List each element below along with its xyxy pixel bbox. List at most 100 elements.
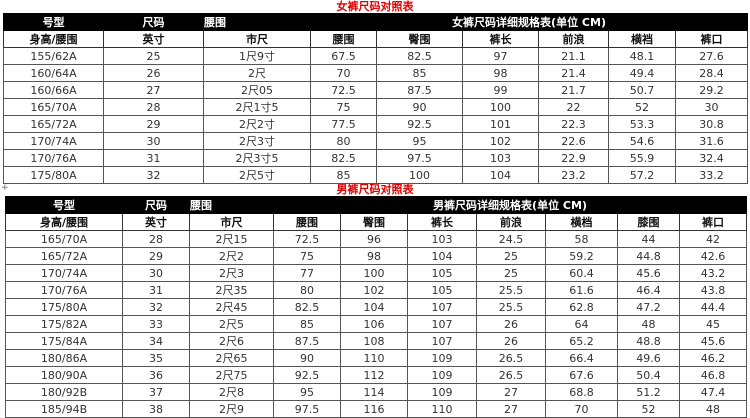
column-header: 横裆	[608, 30, 676, 48]
table-cell: 35	[122, 349, 190, 367]
table-cell: 59.2	[545, 247, 618, 265]
group-header-cell: 腰围	[203, 13, 311, 31]
table-cell: 22.3	[538, 115, 609, 133]
table-cell: 102	[340, 281, 408, 299]
table-cell: 170/74A	[3, 132, 104, 150]
table-cell: 67.5	[310, 47, 377, 65]
table-cell: 38	[122, 400, 190, 418]
table-cell: 110	[340, 349, 408, 367]
table-cell: 30	[103, 132, 204, 150]
table-cell: 92.5	[376, 115, 463, 133]
table-cell: 2尺2	[189, 247, 274, 265]
table-row: 155/62A 25 1尺9寸 67.5 82.5 97 21.1 48.1 27.6	[3, 47, 749, 65]
table-row: 165/72A 29 2尺2寸 77.5 92.5 101 22.3 53.3 30.8	[3, 115, 749, 133]
header-row: 身高/腰围 英寸 市尺 腰围 臀围 裤长 前浪 横裆 裤口	[3, 30, 749, 48]
group-header-cell: 女裤尺码详细规格表(单位 CM)	[309, 13, 749, 31]
table-cell: 29	[103, 115, 204, 133]
table-cell: 80	[310, 132, 377, 150]
table-cell: 22.9	[538, 149, 609, 167]
table-row: 165/70A 28 2尺15 72.5 96 103 24.5 58 44 42	[5, 230, 748, 248]
table-cell: 75	[273, 247, 341, 265]
table-cell: 30	[674, 98, 749, 116]
table-cell: 52	[608, 98, 676, 116]
table-row: 165/72A 29 2尺2 75 98 104 25 59.2 44.8 42.6	[5, 247, 748, 265]
table-cell: 25	[103, 47, 204, 65]
table-cell: 30	[122, 264, 190, 282]
table-cell: 109	[407, 383, 477, 401]
women-size-table: 号型 尺码 腰围 女裤尺码详细规格表(单位 CM) 身高/腰围 英寸 市尺 腰围 臀围 裤长 前浪横…	[3, 13, 749, 184]
column-header: 裤长	[407, 213, 477, 231]
column-header: 市尺	[189, 213, 274, 231]
table-cell: 46.4	[617, 281, 680, 299]
group-header-cell: 尺码	[122, 196, 190, 214]
table-row: 170/76A 31 2尺3寸5 82.5 97.5 103 22.9 55.9 32.4	[3, 149, 749, 167]
table-cell: 27.6	[674, 47, 749, 65]
table-cell: 67.6	[545, 366, 618, 384]
table-cell: 28	[122, 230, 190, 248]
table-row: 170/74A 30 2尺3寸 80 95 102 22.6 54.6 31.6	[3, 132, 749, 150]
table-cell: 53.3	[608, 115, 676, 133]
table-cell: 29.2	[674, 81, 749, 99]
table-cell: 170/74A	[5, 264, 123, 282]
table-cell: 49.6	[617, 349, 680, 367]
table-cell: 43.8	[678, 281, 748, 299]
table-cell: 87.5	[376, 81, 463, 99]
table-cell: 180/86A	[5, 349, 123, 367]
table-cell: 46.8	[678, 366, 748, 384]
column-header: 英寸	[103, 30, 204, 48]
table-cell: 2尺6	[189, 332, 274, 350]
table-cell: 44.8	[617, 247, 680, 265]
table-cell: 104	[407, 247, 477, 265]
table-cell: 2尺9	[189, 400, 274, 418]
table-cell: 2尺8	[189, 383, 274, 401]
table-cell: 165/72A	[3, 115, 104, 133]
table-row: 175/84A 34 2尺6 87.5 108 107 26 65.2 48.8 45.6	[5, 332, 748, 350]
group-header-cell: 腰围	[189, 196, 274, 214]
column-header: 英寸	[122, 213, 190, 231]
table-cell: 57.2	[608, 166, 676, 184]
table-cell: 46.2	[678, 349, 748, 367]
column-header: 前浪	[538, 30, 609, 48]
table-cell: 2尺1寸5	[203, 98, 311, 116]
table-cell: 170/76A	[3, 149, 104, 167]
table-cell: 25	[476, 247, 546, 265]
table-cell: 65.2	[545, 332, 618, 350]
table-cell: 48	[617, 315, 680, 333]
table-cell: 2尺3	[189, 264, 274, 282]
table-cell: 87.5	[273, 332, 341, 350]
table-cell: 165/70A	[5, 230, 123, 248]
table-cell: 2尺	[203, 64, 311, 82]
table-cell: 50.4	[617, 366, 680, 384]
table-cell: 70	[310, 64, 377, 82]
table-cell: 24.5	[476, 230, 546, 248]
table-cell: 26.5	[476, 366, 546, 384]
table-cell: 100	[340, 264, 408, 282]
plus-mark: +	[1, 183, 9, 193]
table-row: 175/82A 33 2尺5 85 106 107 26 64 48 45	[5, 315, 748, 333]
table-cell: 185/94B	[5, 400, 123, 418]
table-cell: 114	[340, 383, 408, 401]
table-cell: 48.1	[608, 47, 676, 65]
table-cell: 2尺75	[189, 366, 274, 384]
table-cell: 96	[340, 230, 408, 248]
table-cell: 31	[122, 281, 190, 299]
table-row: 170/76A 31 2尺35 80 102 105 25.5 61.6 46.4 43.8	[5, 281, 748, 299]
table-cell: 66.4	[545, 349, 618, 367]
table-cell: 103	[407, 230, 477, 248]
group-header-cell: 男裤尺码详细规格表(单位 CM)	[272, 196, 748, 214]
table-cell: 48.8	[617, 332, 680, 350]
table-cell: 100	[462, 98, 539, 116]
table-cell: 2尺15	[189, 230, 274, 248]
table-cell: 180/92B	[5, 383, 123, 401]
table-cell: 104	[340, 298, 408, 316]
table-cell: 82.5	[273, 298, 341, 316]
table-cell: 108	[340, 332, 408, 350]
table-cell: 100	[376, 166, 463, 184]
table-cell: 97	[462, 47, 539, 65]
table-cell: 54.6	[608, 132, 676, 150]
table-cell: 45.6	[678, 332, 748, 350]
column-header: 身高/腰围	[3, 30, 104, 48]
table-cell: 1尺9寸	[203, 47, 311, 65]
table-cell: 32	[122, 298, 190, 316]
table-cell: 2尺35	[189, 281, 274, 299]
